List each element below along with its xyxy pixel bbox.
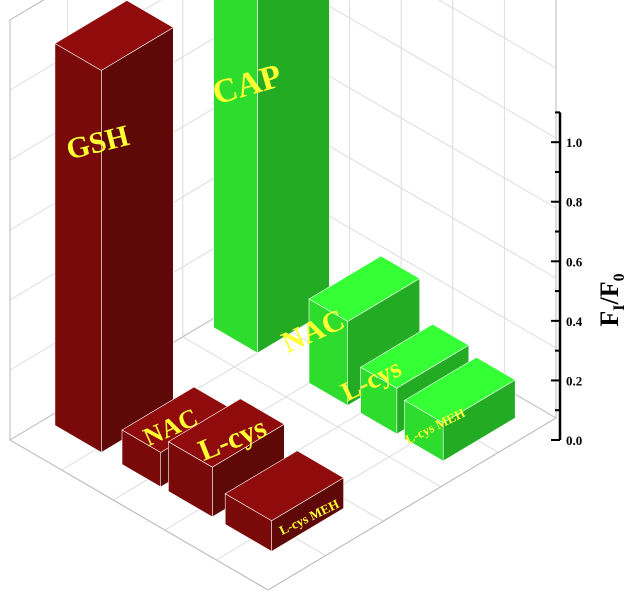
svg-text:FI/F0: FI/F0 xyxy=(595,273,628,326)
bar-front xyxy=(360,366,398,435)
z-axis-title-slash: /F xyxy=(595,281,624,305)
bar-green-cap: CAP xyxy=(208,0,330,354)
z-axis-title-sub1: I xyxy=(611,304,628,310)
z-tick-label: 0.0 xyxy=(566,433,582,448)
z-axis-title-f: F xyxy=(595,311,624,327)
bar-front xyxy=(168,441,213,518)
bar-front xyxy=(404,399,444,462)
z-tick-label: 0.8 xyxy=(566,195,583,210)
bar-front xyxy=(308,298,349,407)
bar-front xyxy=(121,429,161,488)
bar-red-gsh: GSH xyxy=(54,0,174,453)
z-tick-label: 1.0 xyxy=(566,135,582,150)
grid-line xyxy=(182,336,442,488)
bar-red-l-cys: L-cys xyxy=(167,398,285,518)
z-tick-label: 0.6 xyxy=(566,254,583,269)
bar-front xyxy=(213,0,258,354)
z-tick-label: 0.2 xyxy=(566,373,582,388)
z-tick-label: 0.4 xyxy=(566,314,583,329)
bar-front xyxy=(54,42,102,453)
z-axis: 0.0 0.2 0.4 0.6 0.8 1.0 xyxy=(551,111,583,448)
bar-green-l-cys-meh: L-cys MEH xyxy=(403,357,516,462)
bar-side xyxy=(101,26,174,453)
z-axis-title: FI/F0 xyxy=(595,273,628,326)
bar-front xyxy=(224,493,272,552)
z-axis-title-sub2: 0 xyxy=(611,273,628,281)
